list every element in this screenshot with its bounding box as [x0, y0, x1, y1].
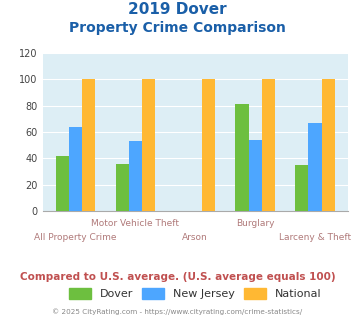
- Text: Compared to U.S. average. (U.S. average equals 100): Compared to U.S. average. (U.S. average …: [20, 272, 335, 282]
- Bar: [142, 79, 155, 211]
- Text: © 2025 CityRating.com - https://www.cityrating.com/crime-statistics/: © 2025 CityRating.com - https://www.city…: [53, 309, 302, 315]
- Bar: [308, 123, 322, 211]
- Text: Burglary: Burglary: [236, 219, 274, 228]
- Bar: [202, 79, 215, 211]
- Bar: [295, 165, 308, 211]
- Text: 2019 Dover: 2019 Dover: [128, 2, 227, 16]
- Bar: [262, 79, 275, 211]
- Legend: Dover, New Jersey, National: Dover, New Jersey, National: [64, 283, 326, 304]
- Text: Motor Vehicle Theft: Motor Vehicle Theft: [91, 219, 179, 228]
- Bar: [129, 141, 142, 211]
- Text: All Property Crime: All Property Crime: [34, 233, 117, 242]
- Bar: [322, 79, 335, 211]
- Text: Arson: Arson: [182, 233, 208, 242]
- Bar: [69, 127, 82, 211]
- Text: Larceny & Theft: Larceny & Theft: [279, 233, 351, 242]
- Text: Property Crime Comparison: Property Crime Comparison: [69, 21, 286, 35]
- Bar: [248, 140, 262, 211]
- Bar: [116, 164, 129, 211]
- Bar: [235, 104, 248, 211]
- Bar: [56, 156, 69, 211]
- Bar: [82, 79, 95, 211]
